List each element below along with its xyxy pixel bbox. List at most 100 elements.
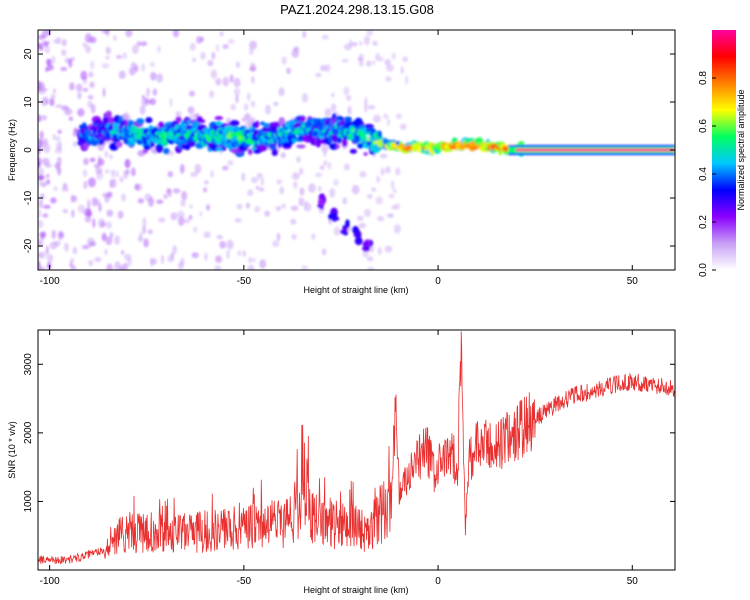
- spectral-noise-mark: [367, 193, 373, 200]
- spectral-noise-mark: [190, 172, 198, 178]
- spectral-noise-mark: [302, 30, 307, 38]
- spectral-noise-mark: [207, 59, 214, 67]
- spectral-noise-mark: [38, 239, 44, 247]
- spectral-band-mark: [278, 117, 286, 126]
- spectral-noise-mark: [109, 179, 114, 189]
- spectral-noise-mark: [88, 241, 97, 247]
- spectral-noise-mark: [392, 188, 397, 194]
- spectral-side-feature-mark: [345, 219, 350, 227]
- spectral-noise-mark: [41, 181, 47, 188]
- y-axis-tick-label: -20: [23, 238, 34, 253]
- spectral-noise-mark: [45, 245, 49, 256]
- spectral-noise-mark: [39, 232, 46, 240]
- spectral-noise-mark: [235, 94, 239, 104]
- spectral-noise-mark: [333, 226, 341, 236]
- spectral-noise-mark: [63, 107, 72, 116]
- spectral-noise-mark: [247, 189, 254, 197]
- spectral-side-feature-mark: [318, 198, 325, 207]
- spectral-noise-mark: [163, 193, 168, 200]
- spectral-noise-mark: [189, 42, 196, 51]
- spectral-noise-mark: [69, 82, 75, 91]
- spectral-noise-mark: [106, 209, 114, 217]
- spectral-noise-mark: [87, 177, 96, 188]
- spectral-noise-mark: [372, 40, 378, 46]
- spectral-noise-mark: [172, 188, 181, 194]
- spectral-noise-mark: [233, 88, 241, 96]
- spectral-noise-mark: [49, 241, 58, 250]
- spectral-noise-mark: [230, 103, 237, 111]
- spectral-noise-mark: [137, 198, 144, 204]
- spectral-noise-mark: [303, 202, 312, 212]
- spectral-noise-mark: [62, 208, 69, 214]
- spectral-band-mark: [175, 116, 182, 123]
- spectral-noise-mark: [115, 170, 120, 178]
- spectral-noise-mark: [75, 83, 83, 92]
- spectral-noise-mark: [256, 172, 263, 179]
- spectral-noise-mark: [250, 176, 259, 184]
- spectral-noise-mark: [200, 36, 204, 42]
- spectral-noise-mark: [318, 185, 322, 192]
- spectral-noise-mark: [160, 254, 165, 265]
- spectral-band-mark: [229, 119, 240, 127]
- spectral-noise-mark: [119, 265, 124, 270]
- spectral-noise-mark: [97, 155, 101, 166]
- spectral-band-mark: [156, 148, 163, 153]
- spectral-band-mark: [335, 143, 340, 149]
- spectral-noise-mark: [323, 150, 327, 157]
- spectral-band-mark: [349, 148, 358, 154]
- spectral-noise-mark: [84, 33, 92, 43]
- spectral-noise-mark: [181, 190, 188, 201]
- spectral-noise-mark: [366, 256, 374, 262]
- spectral-noise-mark: [215, 255, 223, 263]
- spectral-noise-mark: [89, 81, 95, 89]
- spectral-noise-mark: [243, 103, 249, 111]
- spectral-noise-mark: [53, 186, 58, 192]
- spectral-noise-mark: [77, 204, 85, 214]
- spectral-noise-mark: [172, 30, 179, 38]
- spectral-noise-mark: [118, 70, 126, 79]
- spectral-noise-mark: [113, 35, 117, 41]
- spectral-noise-mark: [222, 44, 229, 50]
- spectral-noise-mark: [247, 256, 253, 264]
- spectral-noise-mark: [321, 248, 327, 256]
- spectral-noise-mark: [91, 197, 98, 207]
- spectral-noise-mark: [191, 252, 199, 259]
- spectral-noise-mark: [49, 98, 55, 107]
- spectral-noise-mark: [364, 97, 368, 107]
- spectral-noise-mark: [321, 144, 329, 153]
- spectral-noise-mark: [167, 188, 172, 198]
- spectral-noise-mark: [46, 253, 54, 263]
- spectral-noise-mark: [290, 205, 299, 211]
- spectral-noise-mark: [106, 263, 113, 270]
- spectral-noise-mark: [247, 264, 255, 270]
- spectral-noise-mark: [273, 101, 279, 106]
- spectral-noise-mark: [301, 93, 309, 103]
- spectral-noise-mark: [209, 90, 215, 98]
- spectral-noise-mark: [44, 163, 52, 168]
- spectral-noise-mark: [193, 226, 198, 233]
- spectral-noise-mark: [325, 63, 331, 73]
- spectral-noise-mark: [188, 204, 194, 209]
- spectral-noise-mark: [395, 167, 401, 176]
- spectral-noise-mark: [101, 232, 107, 242]
- spectral-band-mark: [344, 116, 352, 121]
- spectral-noise-mark: [44, 45, 51, 54]
- spectral-noise-mark: [122, 52, 127, 59]
- spectral-noise-mark: [89, 157, 96, 163]
- spectral-noise-mark: [210, 170, 214, 178]
- spectral-noise-mark: [46, 173, 50, 179]
- spectral-noise-mark: [299, 187, 305, 196]
- spectral-noise-mark: [178, 216, 185, 227]
- spectral-noise-mark: [125, 30, 133, 38]
- spectral-noise-mark: [264, 104, 271, 115]
- spectral-noise-mark: [143, 238, 149, 248]
- spectral-noise-mark: [42, 213, 49, 218]
- spectral-noise-mark: [249, 47, 254, 56]
- spectral-noise-mark: [38, 158, 43, 164]
- spectral-band-mark: [115, 141, 123, 148]
- spectral-noise-mark: [38, 209, 42, 218]
- spectral-side-feature-mark: [333, 216, 340, 221]
- spectral-noise-mark: [235, 61, 241, 69]
- spectral-noise-mark: [82, 42, 87, 48]
